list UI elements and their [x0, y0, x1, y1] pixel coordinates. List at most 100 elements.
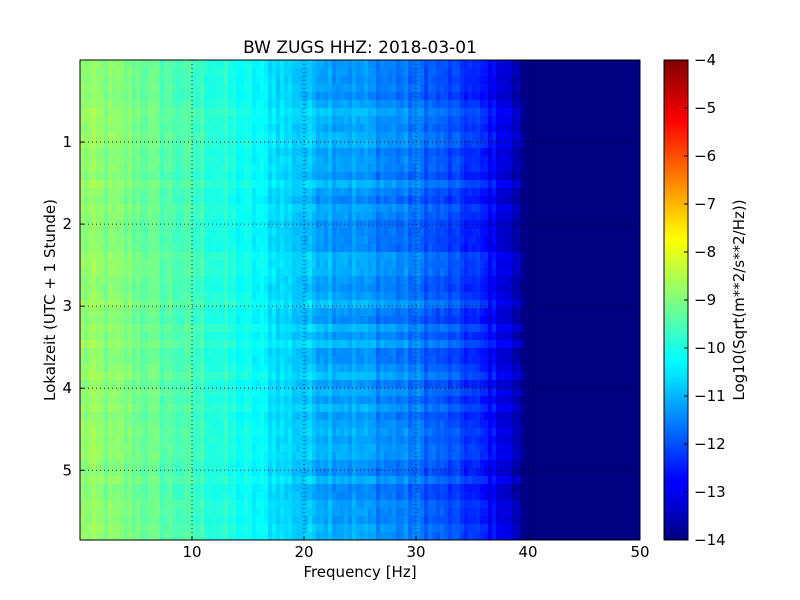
heatmap-cell — [124, 196, 129, 205]
heatmap-cell — [256, 116, 261, 125]
heatmap-cell — [384, 268, 389, 277]
heatmap-cell — [396, 84, 401, 93]
heatmap-cell — [148, 180, 153, 189]
heatmap-cell — [396, 300, 401, 309]
heatmap-cell — [148, 60, 153, 69]
heatmap-cell — [112, 60, 117, 69]
heatmap-cell — [608, 164, 613, 173]
heatmap-cell — [536, 332, 541, 341]
heatmap-cell — [584, 108, 589, 117]
heatmap-cell — [140, 268, 145, 277]
heatmap-cell — [324, 260, 329, 269]
heatmap-cell — [300, 268, 305, 277]
heatmap-cell — [356, 212, 361, 221]
heatmap-cell — [304, 68, 309, 77]
heatmap-cell — [284, 340, 289, 349]
heatmap-cell — [360, 156, 365, 165]
heatmap-cell — [344, 140, 349, 149]
heatmap-cell — [396, 116, 401, 125]
heatmap-cell — [232, 60, 237, 69]
heatmap-cell — [340, 228, 345, 237]
heatmap-cell — [508, 292, 513, 301]
heatmap-cell — [448, 68, 453, 77]
heatmap-cell — [468, 300, 473, 309]
heatmap-cell — [168, 172, 173, 181]
heatmap-cell — [312, 108, 317, 117]
heatmap-cell — [616, 292, 621, 301]
heatmap-cell — [308, 68, 313, 77]
heatmap-cell — [556, 316, 561, 325]
heatmap-cell — [304, 244, 309, 253]
heatmap-cell — [488, 252, 493, 261]
heatmap-cell — [148, 84, 153, 93]
heatmap-cell — [544, 100, 549, 109]
heatmap-cell — [112, 84, 117, 93]
heatmap-cell — [140, 284, 145, 293]
heatmap-cell — [432, 340, 437, 349]
heatmap-cell — [84, 140, 89, 149]
heatmap-cell — [176, 252, 181, 261]
heatmap-cell — [580, 156, 585, 165]
heatmap-cell — [356, 132, 361, 141]
heatmap-cell — [552, 84, 557, 93]
heatmap-cell — [448, 60, 453, 69]
heatmap-cell — [540, 228, 545, 237]
heatmap-cell — [604, 292, 609, 301]
heatmap-cell — [368, 236, 373, 245]
heatmap-cell — [96, 188, 101, 197]
heatmap-cell — [432, 260, 437, 269]
heatmap-cell — [228, 332, 233, 341]
heatmap-cell — [160, 332, 165, 341]
heatmap-cell — [560, 140, 565, 149]
heatmap-cell — [132, 124, 137, 133]
heatmap-cell — [500, 252, 505, 261]
heatmap-cell — [228, 196, 233, 205]
heatmap-cell — [580, 268, 585, 277]
heatmap-cell — [440, 124, 445, 133]
heatmap-cell — [216, 268, 221, 277]
heatmap-cell — [468, 332, 473, 341]
heatmap-cell — [352, 244, 357, 253]
heatmap-cell — [256, 92, 261, 101]
heatmap-cell — [180, 332, 185, 341]
heatmap-cell — [468, 212, 473, 221]
heatmap-cell — [204, 68, 209, 77]
heatmap-cell — [568, 308, 573, 317]
heatmap-cell — [444, 228, 449, 237]
heatmap-cell — [420, 164, 425, 173]
heatmap-cell — [340, 324, 345, 333]
heatmap-cell — [404, 308, 409, 317]
heatmap-cell — [240, 100, 245, 109]
heatmap-cell — [92, 316, 97, 325]
heatmap-cell — [620, 236, 625, 245]
heatmap-cell — [480, 260, 485, 269]
heatmap-cell — [256, 60, 261, 69]
heatmap-cell — [636, 284, 640, 293]
heatmap-cell — [448, 84, 453, 93]
heatmap-cell — [584, 324, 589, 333]
heatmap-cell — [108, 324, 113, 333]
heatmap-cell — [340, 148, 345, 157]
heatmap-cell — [216, 140, 221, 149]
heatmap-cell — [600, 164, 605, 173]
heatmap-cell — [240, 76, 245, 85]
heatmap-cell — [300, 204, 305, 213]
heatmap-cell — [168, 156, 173, 165]
heatmap-cell — [444, 68, 449, 77]
heatmap-cell — [604, 172, 609, 181]
heatmap-cell — [400, 292, 405, 301]
heatmap-cell — [408, 204, 413, 213]
heatmap-cell — [180, 300, 185, 309]
heatmap-cell — [316, 316, 321, 325]
heatmap-cell — [376, 188, 381, 197]
heatmap-cell — [160, 140, 165, 149]
heatmap-cell — [636, 196, 640, 205]
heatmap-cell — [356, 116, 361, 125]
heatmap-cell — [444, 180, 449, 189]
heatmap-cell — [252, 124, 257, 133]
heatmap-cell — [408, 84, 413, 93]
heatmap-cell — [480, 220, 485, 229]
heatmap-cell — [288, 300, 293, 309]
heatmap-cell — [580, 292, 585, 301]
heatmap-cell — [84, 180, 89, 189]
